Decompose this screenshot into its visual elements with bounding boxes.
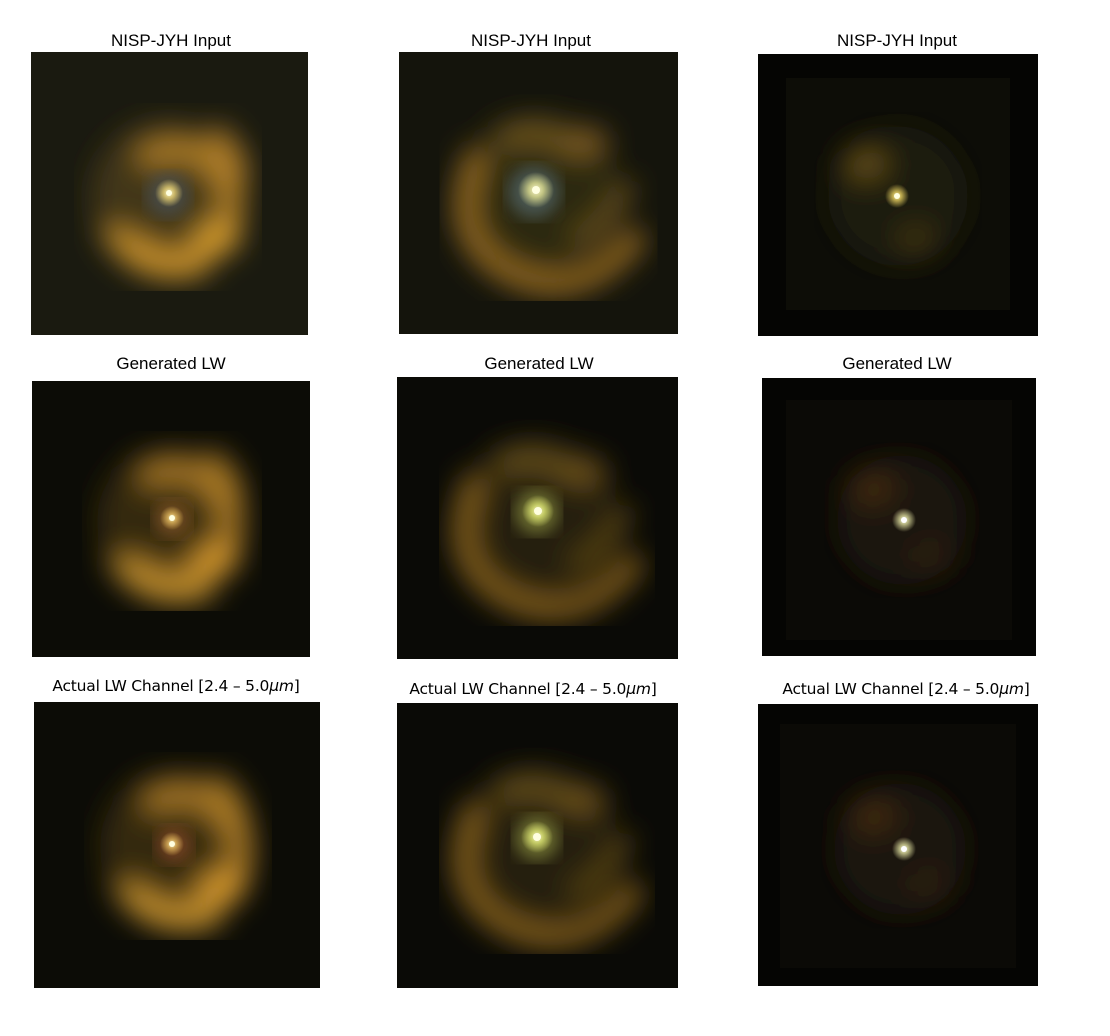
galaxy-image-row1-col2 [399, 52, 678, 334]
galaxy-image-row2-col2 [397, 377, 678, 659]
galaxy-image-row3-col3 [758, 704, 1038, 986]
galaxy-image-row3-col1 [34, 702, 320, 988]
galaxy-image-row2-col1 [32, 381, 310, 657]
row3-col2-label: Actual LW Channel [2.4 – 5.0μm] [409, 680, 657, 698]
row2-col1-label: Generated LW [116, 354, 226, 373]
galaxy-image-row2-col3 [762, 378, 1036, 656]
row3-col1-label: Actual LW Channel [2.4 – 5.0μm] [52, 677, 300, 695]
row3-col3-label: Actual LW Channel [2.4 – 5.0μm] [782, 680, 1030, 698]
row1-col3-label: NISP-JYH Input [837, 31, 957, 50]
row2-col2-label: Generated LW [484, 354, 594, 373]
galaxy-image-row1-col3 [758, 54, 1038, 336]
row2-col3-label: Generated LW [842, 354, 952, 373]
galaxy-image-row3-col2 [397, 703, 678, 988]
galaxy-image-row1-col1 [31, 52, 308, 335]
row1-col2-label: NISP-JYH Input [471, 31, 591, 50]
row1-col1-label: NISP-JYH Input [111, 31, 231, 50]
